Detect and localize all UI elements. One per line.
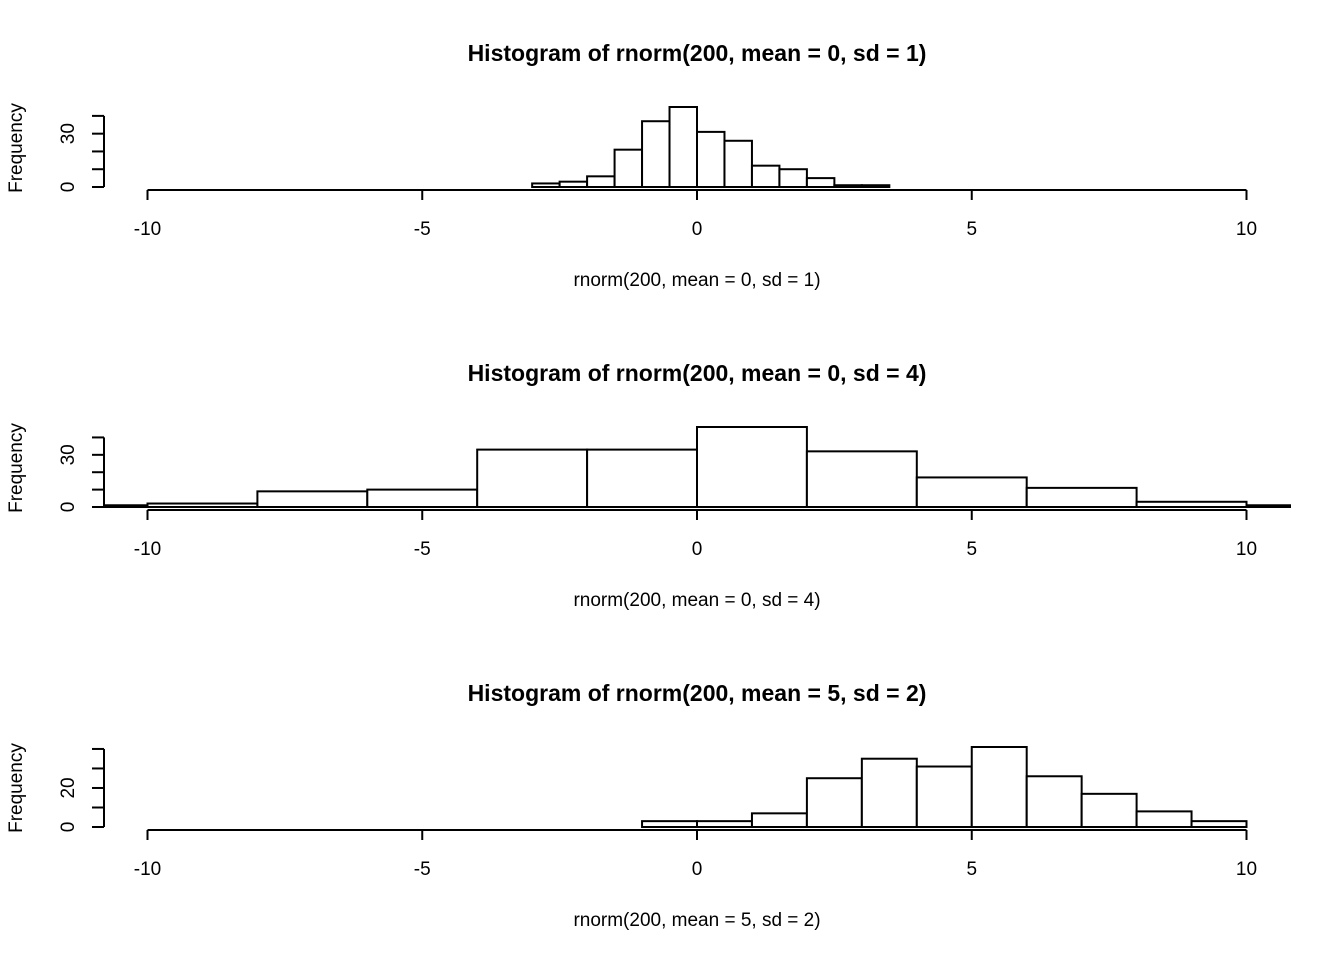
- histogram-bar: [146, 502, 259, 508]
- histogram-panel-1: Histogram of rnorm(200, mean = 0, sd = 1…: [6, 40, 1257, 291]
- y-axis-label: Frequency: [6, 423, 27, 513]
- y-tick-label: 20: [58, 777, 79, 798]
- histogram-bar: [750, 812, 808, 829]
- histogram-bar: [915, 765, 973, 829]
- chart-title: Histogram of rnorm(200, mean = 5, sd = 2…: [468, 680, 927, 706]
- x-tick-label: 5: [966, 539, 977, 560]
- histogram-bar: [778, 168, 808, 189]
- histogram-bar: [1135, 810, 1193, 829]
- x-tick-label: -5: [414, 539, 431, 560]
- x-axis-label: rnorm(200, mean = 0, sd = 4): [573, 590, 820, 611]
- histogram-bar: [1025, 775, 1083, 829]
- histogram-bar: [750, 164, 781, 189]
- x-tick-label: 0: [692, 539, 703, 560]
- histogram-bar: [256, 490, 369, 509]
- x-axis-label: rnorm(200, mean = 0, sd = 1): [573, 270, 820, 291]
- histogram-bar: [833, 184, 863, 189]
- histogram-bar: [586, 175, 616, 188]
- x-tick-label: -10: [134, 859, 161, 880]
- histogram-bar: [970, 746, 1028, 828]
- x-tick-label: -10: [134, 539, 161, 560]
- histogram-bar: [723, 139, 753, 188]
- y-tick-label: 0: [58, 822, 79, 833]
- histogram-bar: [366, 488, 479, 509]
- histogram-bar: [558, 180, 589, 189]
- x-tick-label: 10: [1236, 859, 1257, 880]
- histogram-bar: [641, 820, 698, 829]
- chart-title: Histogram of rnorm(200, mean = 0, sd = 1…: [468, 40, 927, 66]
- x-tick-label: 0: [692, 859, 703, 880]
- histogram-bar: [476, 448, 589, 509]
- histogram-bar: [805, 777, 863, 828]
- histogram-bar: [1190, 820, 1248, 829]
- y-tick-label: 0: [58, 502, 79, 513]
- histogram-bar: [860, 757, 918, 829]
- x-tick-label: -5: [414, 859, 431, 880]
- x-axis: -10 -5 0 5 10: [134, 509, 1257, 560]
- histogram-bar: [860, 184, 891, 189]
- histogram-bar: [103, 504, 149, 508]
- bars-group: [531, 106, 891, 189]
- x-axis: -10 -5 0 5 10: [134, 829, 1257, 880]
- x-tick-label: -10: [134, 219, 161, 240]
- histogram-bar: [696, 130, 726, 188]
- chart-title: Histogram of rnorm(200, mean = 0, sd = 4…: [468, 360, 927, 386]
- x-axis: -10 -5 0 5 10: [134, 189, 1257, 240]
- x-tick-label: -5: [414, 219, 431, 240]
- bars-group: [103, 426, 1291, 509]
- histogram-bar: [1080, 792, 1138, 829]
- y-axis-label: Frequency: [6, 103, 27, 193]
- histogram-bar: [805, 177, 836, 189]
- histogram-bar: [805, 450, 918, 509]
- histogram-panel-3: Histogram of rnorm(200, mean = 5, sd = 2…: [6, 680, 1257, 931]
- histogram-bar: [641, 120, 671, 188]
- y-axis: 0 20: [58, 747, 105, 833]
- histogram-bar: [1135, 500, 1248, 509]
- histogram-bar: [915, 476, 1028, 509]
- x-tick-label: 5: [966, 859, 977, 880]
- x-tick-label: 10: [1236, 539, 1257, 560]
- histogram-bar: [586, 448, 698, 509]
- y-axis-label: Frequency: [6, 743, 27, 833]
- x-tick-label: 10: [1236, 219, 1257, 240]
- x-axis-label: rnorm(200, mean = 5, sd = 2): [573, 910, 820, 931]
- histogram-bar: [531, 182, 561, 188]
- histogram-bar: [696, 426, 808, 508]
- y-axis: 0 30: [58, 436, 105, 513]
- y-axis: 0 30: [58, 114, 105, 193]
- histogram-bar: [1245, 504, 1291, 508]
- y-tick-label: 0: [58, 182, 79, 193]
- histogram-bar: [1025, 486, 1138, 509]
- y-tick-label: 30: [58, 444, 79, 465]
- y-tick-label: 30: [58, 123, 79, 144]
- bars-group: [641, 746, 1248, 829]
- x-tick-label: 0: [692, 219, 703, 240]
- histogram-bar: [696, 820, 753, 829]
- histogram-panel-2: Histogram of rnorm(200, mean = 0, sd = 4…: [6, 360, 1291, 611]
- x-tick-label: 5: [966, 219, 977, 240]
- histogram-bar: [613, 148, 644, 189]
- histogram-bar: [668, 106, 699, 188]
